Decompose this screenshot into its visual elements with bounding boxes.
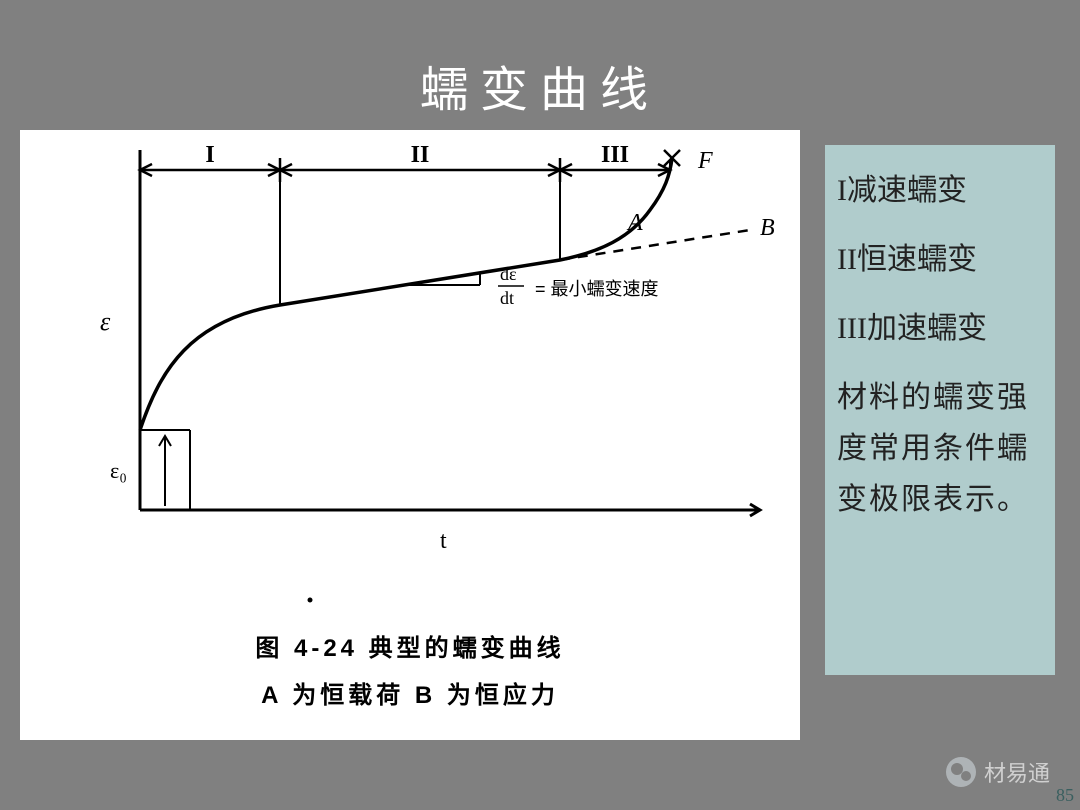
sidebar-paragraph: 材料的蠕变强度常用条件蠕变极限表示。: [837, 372, 1043, 525]
sidebar-item-3: III加速蠕变: [837, 303, 1043, 354]
slope-text: = 最小蠕变速度: [535, 279, 659, 299]
caption-line-2: A 为恒载荷 B 为恒应力: [20, 675, 800, 710]
diagram-caption: 图 4-24 典型的蠕变曲线 A 为恒载荷 B 为恒应力: [20, 628, 800, 710]
slope-frac-bot: dt: [500, 288, 514, 308]
sidebar-item-2: II恒速蠕变: [837, 234, 1043, 285]
sidebar-item-1: I减速蠕变: [837, 165, 1043, 216]
dashed-B-line: [560, 230, 750, 260]
point-B-label: B: [760, 215, 775, 241]
y0-label: ε₀: [110, 458, 127, 483]
region-3-label: III: [601, 142, 629, 168]
x-axis-label: t: [440, 528, 447, 554]
watermark-text: 材易通: [984, 756, 1050, 788]
caption-line-1: 图 4-24 典型的蠕变曲线: [20, 628, 800, 663]
y-axis-label: ε: [100, 307, 111, 336]
slope-frac-top: dε: [500, 264, 517, 284]
sidebar-panel: I减速蠕变 II恒速蠕变 III加速蠕变 材料的蠕变强度常用条件蠕变极限表示。: [825, 145, 1055, 675]
slide-title: 蠕变曲线: [0, 50, 1080, 120]
diagram-panel: I II III F B A dε dt = 最小蠕变速度: [20, 130, 800, 740]
region-2-label: II: [411, 142, 430, 168]
region-1-label: I: [205, 142, 214, 168]
wechat-icon: [946, 757, 976, 787]
point-F-label: F: [697, 148, 713, 174]
point-A-label: A: [626, 210, 643, 236]
watermark: 材易通: [946, 756, 1050, 788]
page-number: 85: [1056, 785, 1074, 806]
